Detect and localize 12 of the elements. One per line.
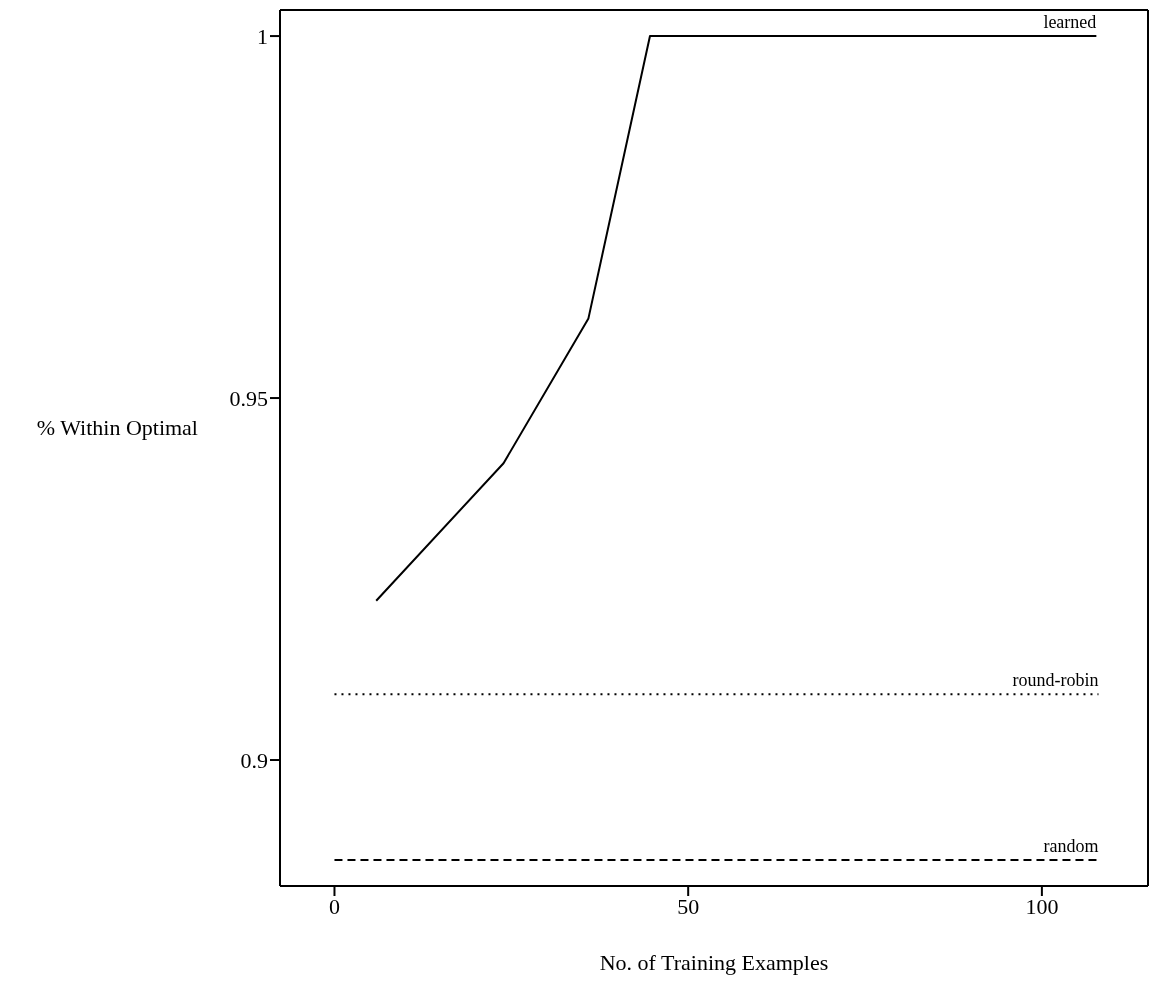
y-tick-label: 0.9 (240, 747, 268, 773)
x-tick-label: 100 (1025, 893, 1059, 919)
y-tick-label: 1 (257, 23, 268, 49)
x-tick-label: 50 (677, 893, 700, 919)
y-tick-label: 0.95 (229, 385, 268, 411)
x-tick-label: 0 (328, 893, 340, 919)
series-label: learned (1043, 12, 1097, 33)
line-series (375, 35, 1098, 602)
series-label: random (1043, 835, 1099, 856)
x-axis-title: No. of Training Examples (599, 950, 829, 975)
series-label: round-robin (1012, 670, 1099, 691)
y-axis-title: % Within Optimal (36, 414, 198, 440)
